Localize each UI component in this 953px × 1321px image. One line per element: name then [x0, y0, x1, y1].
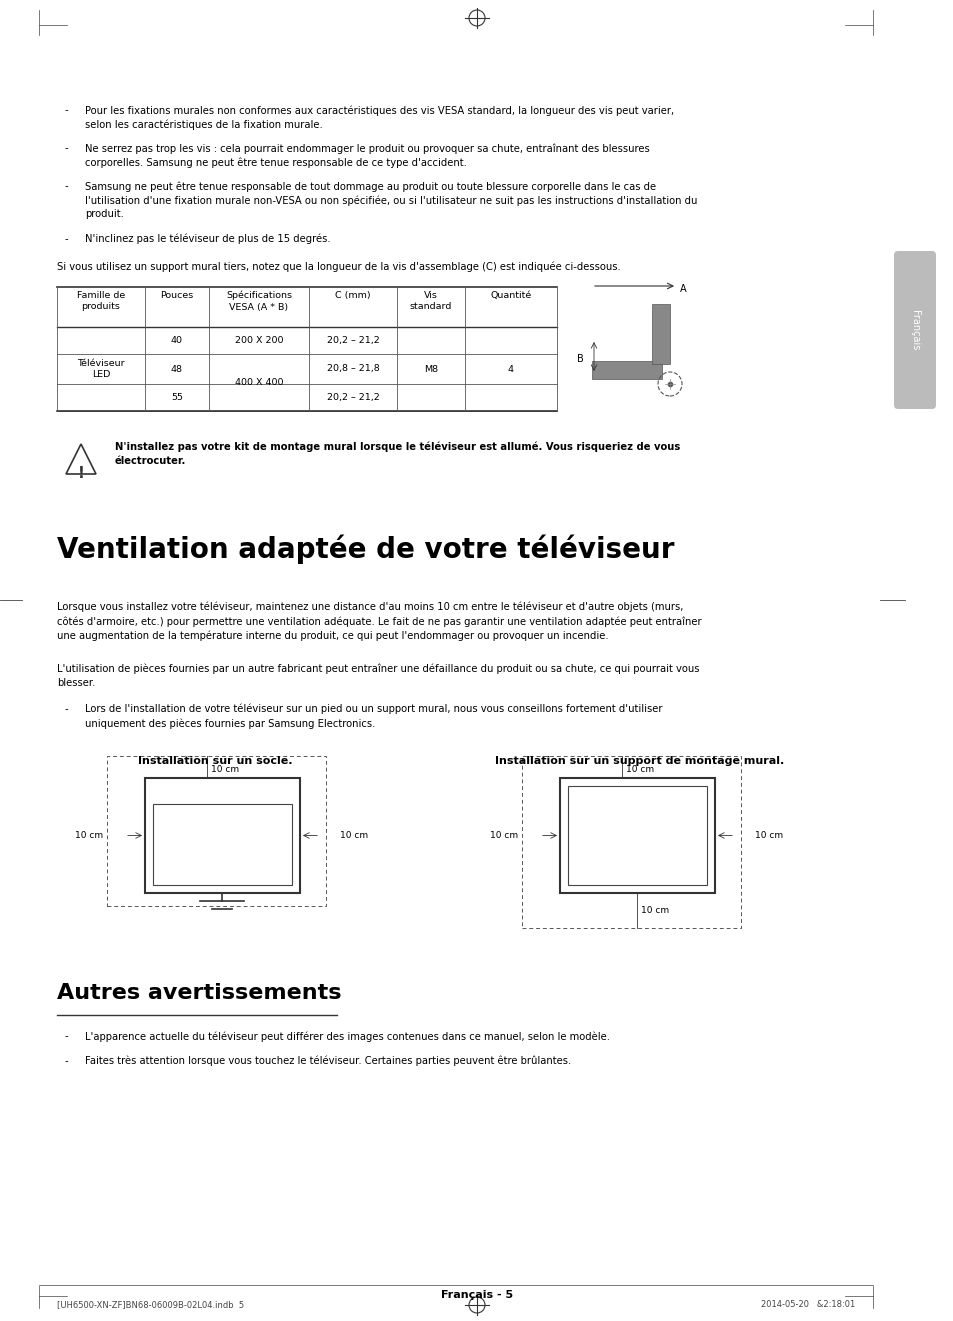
Text: Lors de l'installation de votre téléviseur sur un pied ou un support mural, nous: Lors de l'installation de votre télévise… — [85, 704, 661, 729]
Text: 10 cm: 10 cm — [339, 831, 368, 840]
Text: Si vous utilisez un support mural tiers, notez que la longueur de la vis d'assem: Si vous utilisez un support mural tiers,… — [57, 262, 620, 272]
Text: Pour les fixations murales non conformes aux caractéristiques des vis VESA stand: Pour les fixations murales non conformes… — [85, 104, 674, 129]
Text: Téléviseur
LED: Téléviseur LED — [77, 359, 125, 379]
Text: -: - — [65, 1030, 69, 1041]
Bar — [567, 786, 706, 885]
Bar — [592, 361, 661, 379]
Text: -: - — [65, 1055, 69, 1066]
Bar — [651, 304, 669, 365]
Text: N'inclinez pas le téléviseur de plus de 15 degrés.: N'inclinez pas le téléviseur de plus de … — [85, 234, 331, 244]
Text: 400 X 400: 400 X 400 — [234, 378, 283, 387]
Text: Vis
standard: Vis standard — [410, 291, 452, 312]
Text: -: - — [65, 181, 69, 192]
Text: Famille de
produits: Famille de produits — [77, 291, 125, 312]
Text: 10 cm: 10 cm — [626, 765, 654, 774]
Text: 10 cm: 10 cm — [212, 765, 239, 774]
Text: Samsung ne peut être tenue responsable de tout dommage au produit ou toute bless: Samsung ne peut être tenue responsable d… — [85, 181, 697, 219]
Text: 200 X 200: 200 X 200 — [234, 336, 283, 345]
Text: Installation sur un support de montage mural.: Installation sur un support de montage m… — [495, 756, 783, 766]
Bar — [152, 804, 292, 885]
Text: Français - 5: Français - 5 — [440, 1291, 513, 1300]
Text: Ne serrez pas trop les vis : cela pourrait endommager le produit ou provoquer sa: Ne serrez pas trop les vis : cela pourra… — [85, 143, 649, 168]
Bar — [559, 778, 714, 893]
Text: Autres avertissements: Autres avertissements — [57, 983, 341, 1003]
Text: -: - — [65, 704, 69, 713]
Text: M8: M8 — [423, 365, 437, 374]
Text: Faites très attention lorsque vous touchez le téléviseur. Certaines parties peuv: Faites très attention lorsque vous touch… — [85, 1055, 571, 1066]
Text: 10 cm: 10 cm — [74, 831, 103, 840]
Text: !: ! — [77, 466, 85, 481]
Text: 2014-05-20   &2:18:01: 2014-05-20 &2:18:01 — [760, 1300, 854, 1309]
Text: 10 cm: 10 cm — [754, 831, 782, 840]
Text: B: B — [577, 354, 583, 365]
Text: Ventilation adaptée de votre téléviseur: Ventilation adaptée de votre téléviseur — [57, 534, 674, 564]
Text: Pouces: Pouces — [160, 291, 193, 300]
Text: L'utilisation de pièces fournies par un autre fabricant peut entraîner une défai: L'utilisation de pièces fournies par un … — [57, 664, 699, 688]
Text: 20,2 – 21,2: 20,2 – 21,2 — [326, 336, 379, 345]
Text: 48: 48 — [171, 365, 183, 374]
Text: 4: 4 — [507, 365, 514, 374]
Text: 20,8 – 21,8: 20,8 – 21,8 — [326, 365, 379, 374]
Text: -: - — [65, 143, 69, 153]
Text: A: A — [679, 284, 686, 295]
Text: N'installez pas votre kit de montage mural lorsque le téléviseur est allumé. Vou: N'installez pas votre kit de montage mur… — [115, 441, 679, 465]
Text: Français: Français — [909, 310, 919, 350]
Text: 10 cm: 10 cm — [640, 906, 669, 915]
Text: Spécifications
VESA (A * B): Spécifications VESA (A * B) — [226, 291, 292, 312]
Text: C (mm): C (mm) — [335, 291, 371, 300]
Text: Installation sur un socle.: Installation sur un socle. — [137, 756, 292, 766]
Text: 10 cm: 10 cm — [489, 831, 517, 840]
Text: 55: 55 — [171, 394, 183, 402]
FancyBboxPatch shape — [893, 251, 935, 410]
Text: Lorsque vous installez votre téléviseur, maintenez une distance d'au moins 10 cm: Lorsque vous installez votre téléviseur,… — [57, 602, 700, 641]
Text: 20,2 – 21,2: 20,2 – 21,2 — [326, 394, 379, 402]
Text: Quantité: Quantité — [490, 291, 531, 300]
Bar — [107, 756, 326, 906]
Text: L'apparence actuelle du téléviseur peut différer des images contenues dans ce ma: L'apparence actuelle du téléviseur peut … — [85, 1030, 609, 1041]
Text: 40: 40 — [171, 336, 183, 345]
Bar — [521, 756, 740, 927]
Text: -: - — [65, 104, 69, 115]
Text: [UH6500-XN-ZF]BN68-06009B-02L04.indb  5: [UH6500-XN-ZF]BN68-06009B-02L04.indb 5 — [57, 1300, 244, 1309]
Bar — [145, 778, 299, 893]
Text: -: - — [65, 234, 69, 244]
